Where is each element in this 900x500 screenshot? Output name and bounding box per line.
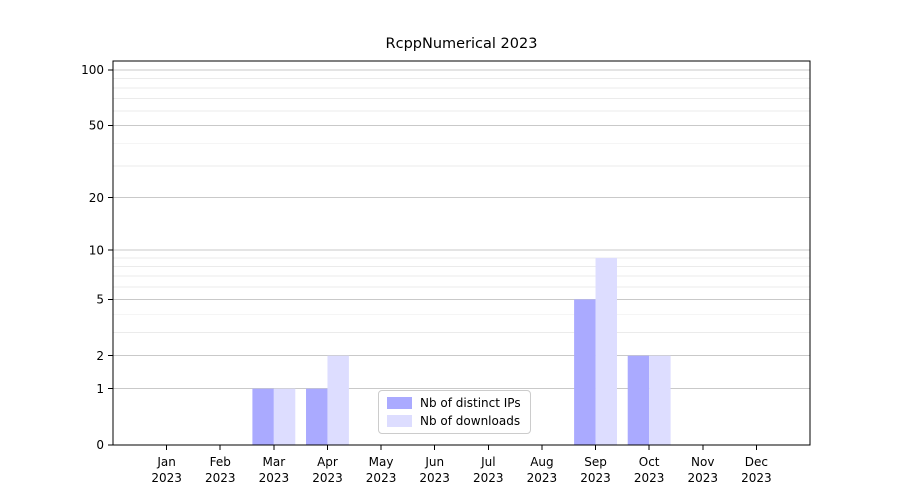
y-tick-label: 1 — [96, 382, 104, 396]
legend-item-distinct-ips: Nb of distinct IPs — [387, 396, 521, 410]
y-tick-label: 100 — [81, 63, 104, 77]
x-tick-label-year: 2023 — [312, 471, 343, 485]
plot-border — [112, 60, 811, 446]
x-tick-label-year: 2023 — [634, 471, 665, 485]
y-tick-label: 20 — [89, 191, 104, 205]
x-tick-label-year: 2023 — [259, 471, 290, 485]
x-tick-label-month: Feb — [210, 455, 231, 469]
bar-mar-downloads — [273, 388, 296, 445]
x-tick-label-year: 2023 — [580, 471, 611, 485]
x-tick-label-year: 2023 — [473, 471, 504, 485]
chart-title: RcppNumerical 2023 — [385, 36, 538, 52]
x-tick-label-year: 2023 — [687, 471, 718, 485]
y-tick-label: 50 — [89, 119, 104, 133]
x-tick-label-year: 2023 — [205, 471, 236, 485]
y-tick-label: 5 — [96, 293, 104, 307]
legend-swatch-downloads — [387, 415, 412, 427]
y-tick-label: 10 — [89, 243, 104, 257]
x-tick-label-month: Jul — [480, 455, 495, 469]
bar-apr-distinct-ips — [306, 388, 328, 445]
legend-swatch-distinct-ips — [387, 397, 412, 409]
x-tick-label-month: Nov — [691, 455, 714, 469]
legend-label-distinct-ips: Nb of distinct IPs — [420, 396, 521, 410]
x-tick-label-month: Mar — [263, 455, 286, 469]
y-tick-label: 0 — [96, 438, 104, 452]
bar-oct-distinct-ips — [627, 355, 650, 445]
legend-item-downloads: Nb of downloads — [387, 414, 521, 428]
x-tick-label-month: Dec — [745, 455, 768, 469]
bar-apr-downloads — [327, 355, 349, 445]
bar-sep-distinct-ips — [574, 299, 596, 445]
x-tick-label-year: 2023 — [151, 471, 182, 485]
x-tick-label-year: 2023 — [366, 471, 397, 485]
x-tick-label-year: 2023 — [419, 471, 450, 485]
legend: Nb of distinct IPs Nb of downloads — [378, 390, 531, 434]
bar-mar-distinct-ips — [252, 388, 274, 445]
x-tick-label-month: Jun — [424, 455, 444, 469]
x-tick-label-month: Jan — [156, 455, 176, 469]
x-tick-label-month: May — [369, 455, 394, 469]
x-tick-label-month: Apr — [317, 455, 338, 469]
bar-oct-downloads — [649, 355, 671, 445]
x-tick-label-year: 2023 — [527, 471, 558, 485]
legend-label-downloads: Nb of downloads — [420, 414, 521, 428]
x-tick-label-month: Aug — [530, 455, 553, 469]
bar-sep-downloads — [595, 257, 617, 445]
y-tick-label: 2 — [96, 349, 104, 363]
x-tick-label-month: Oct — [639, 455, 660, 469]
x-tick-label-month: Sep — [584, 455, 607, 469]
x-tick-label-year: 2023 — [741, 471, 772, 485]
